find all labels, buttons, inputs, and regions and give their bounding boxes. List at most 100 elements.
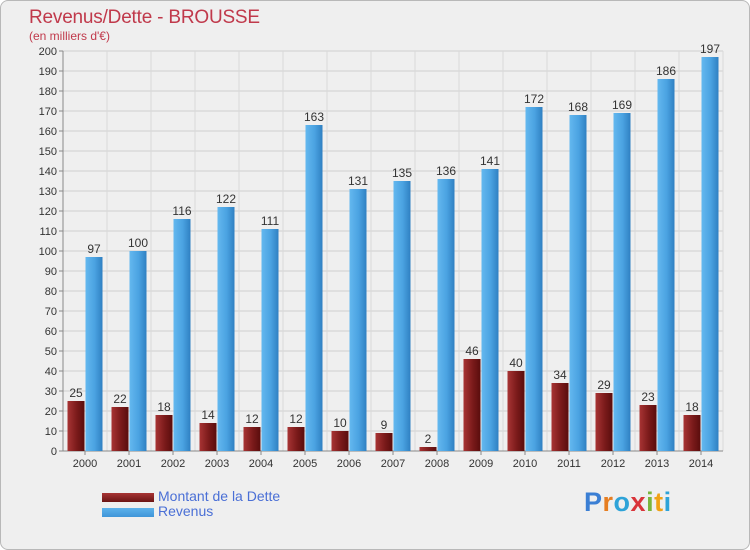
y-tick-label: 200 [39,46,57,58]
bar-revenue [613,113,631,451]
bar-debt [639,405,657,451]
data-label-revenue: 136 [436,164,456,178]
chart-title: Revenus/Dette - BROUSSE [29,7,260,28]
y-tick-label: 10 [45,426,57,438]
data-label-debt: 14 [201,408,215,422]
x-tick-label: 2013 [645,458,669,470]
logo-letter: P [584,487,603,517]
y-tick-label: 90 [45,266,57,278]
bar-revenue [437,179,455,451]
logo-letter: i [646,487,655,517]
y-tick-label: 140 [39,166,57,178]
data-label-revenue: 172 [524,92,544,106]
data-label-debt: 46 [465,344,479,358]
bar-revenue [173,219,191,451]
y-tick-label: 170 [39,106,57,118]
bar-revenue [569,115,587,451]
data-label-debt: 29 [597,378,611,392]
bar-revenue [305,125,323,451]
data-label-debt: 12 [289,412,303,426]
data-label-debt: 25 [69,386,83,400]
x-tick-label: 2002 [161,458,185,470]
data-label-revenue: 135 [392,166,412,180]
x-tick-label: 2001 [117,458,141,470]
y-tick-label: 80 [45,286,57,298]
bar-revenue [481,169,499,451]
logo-letter: i [663,487,672,517]
data-label-debt: 40 [509,356,523,370]
data-label-revenue: 163 [304,110,324,124]
data-label-revenue: 131 [348,174,368,188]
x-tick-label: 2011 [557,458,581,470]
data-label-revenue: 122 [216,192,236,206]
legend-swatch-debt [102,493,154,502]
bar-debt [67,401,85,451]
y-tick-label: 100 [39,246,57,258]
bar-debt [287,427,305,451]
data-label-revenue: 186 [656,64,676,78]
data-label-revenue: 141 [480,154,500,168]
legend-label-revenue: Revenus [158,503,214,519]
data-label-debt: 23 [641,390,655,404]
data-label-debt: 10 [333,416,347,430]
logo-letter: t [654,487,664,517]
bar-debt [595,393,613,451]
data-label-revenue: 197 [700,42,720,56]
y-tick-label: 120 [39,206,57,218]
legend-label-debt: Montant de la Dette [158,488,281,504]
y-tick-label: 190 [39,66,57,78]
data-label-debt: 18 [157,400,171,414]
y-tick-label: 160 [39,126,57,138]
logo-letter: x [630,487,647,517]
y-tick-label: 180 [39,86,57,98]
y-tick-label: 130 [39,186,57,198]
bar-debt [111,407,129,451]
y-tick-label: 40 [45,366,57,378]
data-label-revenue: 168 [568,100,588,114]
data-label-debt: 2 [425,432,432,446]
x-tick-label: 2014 [689,458,713,470]
grid-lines [62,50,724,452]
bar-revenue [129,251,147,451]
x-tick-label: 2005 [293,458,317,470]
proxiti-logo: Proxiti [584,487,672,518]
bars [67,57,719,451]
bar-debt [199,423,217,451]
legend-swatch-revenue [102,508,154,517]
bar-debt [331,431,349,451]
bar-debt [243,427,261,451]
x-tick-label: 2007 [381,458,405,470]
data-label-revenue: 100 [128,236,148,250]
bar-revenue [525,107,543,451]
x-tick-label: 2000 [73,458,97,470]
logo-letter: r [602,487,614,517]
data-label-debt: 9 [381,418,388,432]
x-tick-label: 2003 [205,458,229,470]
y-tick-label: 60 [45,326,57,338]
bar-revenue [701,57,719,451]
y-tick-label: 20 [45,406,57,418]
bar-debt [551,383,569,451]
x-tick-label: 2009 [469,458,493,470]
bar-debt [419,447,437,451]
y-tick-label: 30 [45,386,57,398]
axes: 0 10 20 30 40 50 60 70 80 90 100 110 120 130 140 150 160… [39,46,723,470]
logo-letter: o [613,487,631,517]
data-label-revenue: 169 [612,98,632,112]
y-tick-label: 50 [45,346,57,358]
data-label-debt: 22 [113,392,127,406]
y-tick-label: 150 [39,146,57,158]
bar-revenue [657,79,675,451]
bar-revenue [85,257,103,451]
x-tick-label: 2010 [513,458,537,470]
bar-revenue [217,207,235,451]
y-tick-label: 110 [39,226,57,238]
data-label-debt: 18 [685,400,699,414]
y-tick-label: 0 [51,446,57,458]
bar-debt [507,371,525,451]
chart-subtitle: (en milliers d'€) [29,29,110,43]
y-tick-label: 70 [45,306,57,318]
x-tick-label: 2004 [249,458,273,470]
